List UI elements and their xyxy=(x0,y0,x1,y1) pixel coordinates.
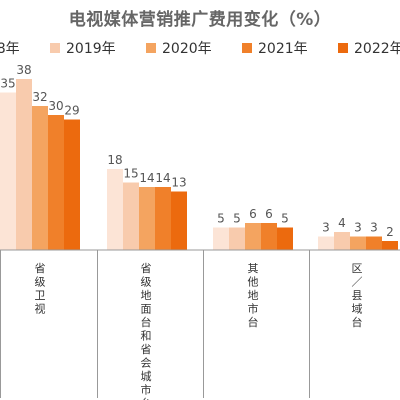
data-label: 3 xyxy=(370,221,378,235)
legend-swatch xyxy=(338,43,348,53)
bar xyxy=(261,223,277,250)
category-labels: 省级卫视 省级地面台和省会城市台 其他地市台 区／县域台 xyxy=(35,262,363,400)
bar xyxy=(318,236,334,250)
legend-label: 2018年 xyxy=(0,41,20,57)
data-label: 6 xyxy=(265,207,273,221)
bar xyxy=(366,236,382,250)
bar xyxy=(64,119,80,250)
legend-swatch xyxy=(50,43,60,53)
bar xyxy=(229,227,245,250)
legend-label: 2021年 xyxy=(258,41,308,57)
bar xyxy=(107,169,123,250)
bar xyxy=(277,227,293,250)
axes xyxy=(0,249,400,398)
data-label: 38 xyxy=(16,63,31,77)
legend-label: 2022年 xyxy=(354,41,400,57)
bar xyxy=(123,182,139,250)
category-label: 省级卫视 xyxy=(35,262,46,316)
data-label: 6 xyxy=(249,207,257,221)
bar xyxy=(245,223,261,250)
bar xyxy=(32,106,48,250)
bars xyxy=(0,79,398,250)
data-label: 4 xyxy=(338,216,346,230)
bar xyxy=(334,232,350,250)
data-label: 35 xyxy=(0,77,15,91)
legend-label: 2020年 xyxy=(162,41,212,57)
bar xyxy=(48,115,64,250)
category-label: 其他地市台 xyxy=(248,262,259,329)
data-label: 30 xyxy=(48,99,63,113)
bar xyxy=(213,227,229,250)
legend-swatch xyxy=(242,43,252,53)
data-label: 29 xyxy=(64,104,79,118)
data-label: 5 xyxy=(233,212,241,226)
bar xyxy=(16,79,32,250)
data-label: 14 xyxy=(155,171,170,185)
chart-title: 电视媒体营销推广费用变化（%） xyxy=(68,10,332,30)
data-label: 3 xyxy=(322,221,330,235)
legend-swatch xyxy=(146,43,156,53)
bar xyxy=(0,92,16,250)
data-label: 2 xyxy=(386,225,394,239)
bar xyxy=(350,236,366,250)
category-label: 省级地面台和省会城市台 xyxy=(141,262,152,400)
bar xyxy=(155,187,171,250)
category-label: 区／县域台 xyxy=(352,262,363,329)
data-label: 5 xyxy=(217,212,225,226)
bar xyxy=(382,241,398,250)
bar xyxy=(139,187,155,250)
legend: 2018年 2019年 2020年 2021年 2022年 xyxy=(0,41,400,57)
legend-label: 2019年 xyxy=(66,41,116,57)
bar xyxy=(171,191,187,250)
data-label: 13 xyxy=(171,176,186,190)
data-label: 3 xyxy=(354,221,362,235)
data-label: 32 xyxy=(32,90,47,104)
data-label: 15 xyxy=(123,167,138,181)
data-label: 18 xyxy=(107,153,122,167)
data-label: 5 xyxy=(281,212,289,226)
data-label: 14 xyxy=(139,171,154,185)
